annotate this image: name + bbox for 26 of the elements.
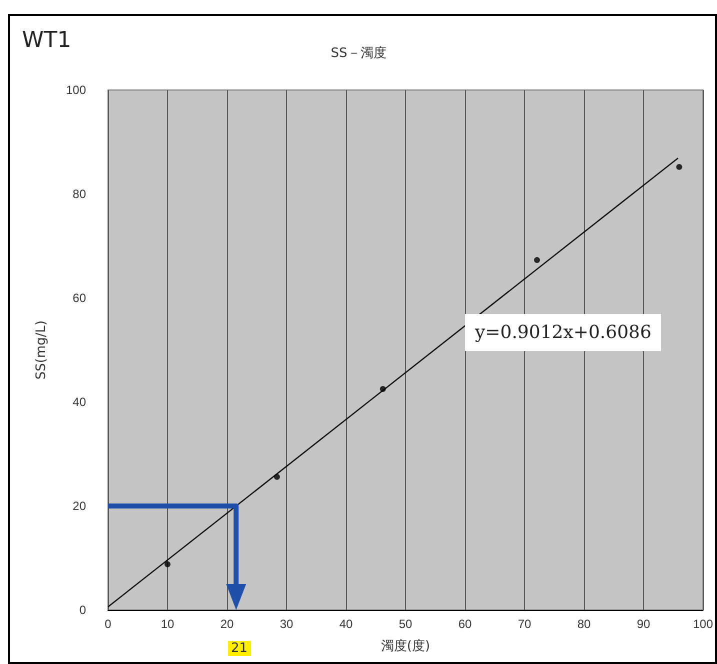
y-tick-label: 20 bbox=[72, 499, 86, 513]
text: WT1 bbox=[22, 28, 72, 53]
x-tick-label: 40 bbox=[339, 617, 353, 631]
x-tick-label: 100 bbox=[692, 617, 714, 631]
y-axis-title: SS(mg/L) bbox=[34, 320, 49, 380]
x-tick-label: 60 bbox=[458, 617, 472, 631]
annotation: y=0.9012x+0.6086 bbox=[465, 314, 662, 351]
x-tick-label: 70 bbox=[518, 617, 532, 631]
x-tick-label: 90 bbox=[636, 617, 650, 631]
chart-title: SS－濁度 bbox=[330, 45, 386, 61]
x-tick-label: 20 bbox=[220, 617, 234, 631]
x-tick-label: 50 bbox=[398, 617, 412, 631]
x-axis-title: 濁度(度) bbox=[380, 638, 430, 654]
y-tick-label: 0 bbox=[79, 603, 86, 617]
y-tick-label: 80 bbox=[72, 187, 86, 201]
x-tick-label: 30 bbox=[280, 617, 294, 631]
y-tick-label: 40 bbox=[72, 395, 86, 409]
x-tick-label: 0 bbox=[104, 617, 112, 631]
point bbox=[164, 561, 170, 568]
point bbox=[676, 164, 682, 170]
text: 21 bbox=[228, 641, 251, 656]
y-tick-label: 100 bbox=[66, 83, 86, 97]
x-tick-label: 80 bbox=[577, 617, 591, 631]
y-tick-label: 60 bbox=[72, 291, 86, 305]
x-tick-label: 10 bbox=[160, 617, 174, 631]
point bbox=[534, 257, 540, 264]
